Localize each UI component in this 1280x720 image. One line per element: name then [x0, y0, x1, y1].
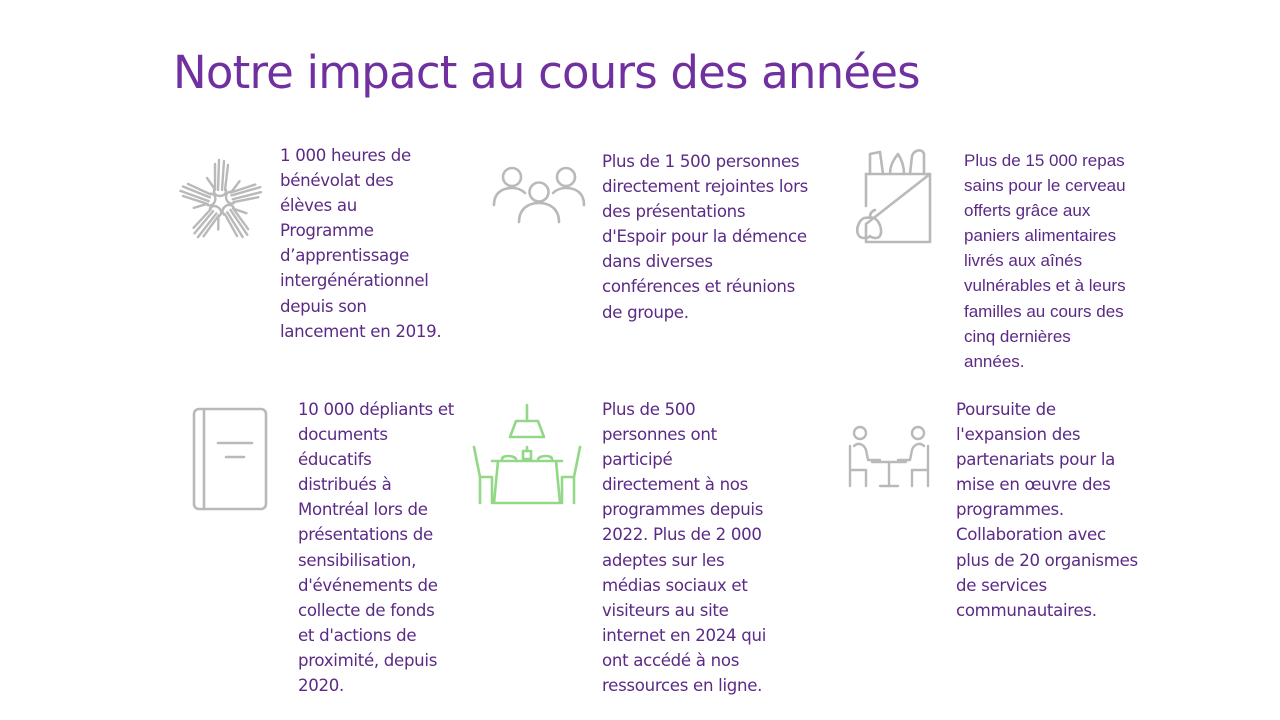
grocery-bag-icon: [850, 144, 936, 248]
dining-table-icon: [470, 403, 584, 509]
people-group-icon: [490, 165, 588, 225]
book-icon: [190, 405, 270, 513]
impact-text-meals: Plus de 15 000 repas sains pour le cerve…: [964, 151, 1126, 371]
hands-circle-icon: [170, 152, 272, 252]
impact-text-leaflets: 10 000 dépliants et documents éducatifs …: [298, 400, 454, 696]
slide-title: Notre impact au cours des années: [173, 46, 921, 99]
impact-text-participants: Plus de 500 personnes ont participé dire…: [602, 400, 767, 696]
impact-text-presentations: Plus de 1 500 personnes directement rejo…: [602, 152, 808, 322]
impact-text-volunteer-hours: 1 000 heures de bénévolat des élèves au …: [280, 146, 442, 341]
impact-text-partnerships: Poursuite de l'expansion des partenariat…: [956, 400, 1138, 620]
meeting-people-icon: [846, 424, 932, 488]
